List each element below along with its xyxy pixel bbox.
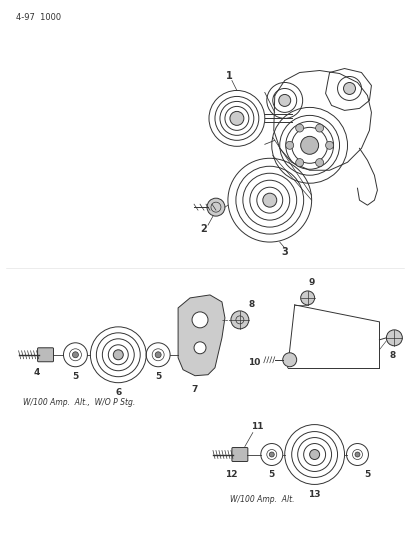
Text: 5: 5 (268, 470, 274, 479)
Circle shape (315, 124, 323, 132)
Circle shape (193, 342, 205, 354)
Circle shape (354, 452, 359, 457)
Circle shape (295, 159, 303, 167)
Text: 1: 1 (225, 71, 232, 82)
Text: 5: 5 (155, 372, 161, 381)
Circle shape (300, 291, 314, 305)
Text: 8: 8 (248, 301, 254, 309)
Circle shape (343, 83, 355, 94)
Circle shape (309, 449, 319, 459)
Circle shape (278, 94, 290, 107)
FancyBboxPatch shape (231, 448, 247, 462)
Text: 6: 6 (115, 388, 121, 397)
Circle shape (230, 311, 248, 329)
Circle shape (325, 141, 333, 149)
FancyBboxPatch shape (38, 348, 54, 362)
Text: W/100 Amp.  Alt.,  W/O P Stg.: W/100 Amp. Alt., W/O P Stg. (22, 398, 135, 407)
Circle shape (295, 124, 303, 132)
Text: 7: 7 (191, 385, 198, 394)
Text: 10: 10 (247, 358, 259, 367)
Circle shape (300, 136, 318, 154)
Text: 4-97  1000: 4-97 1000 (16, 13, 61, 22)
Circle shape (207, 198, 225, 216)
Text: 5: 5 (364, 470, 370, 479)
Circle shape (385, 330, 401, 346)
Circle shape (191, 312, 207, 328)
Circle shape (262, 193, 276, 207)
Text: 12: 12 (224, 470, 236, 479)
Circle shape (269, 452, 274, 457)
Circle shape (285, 141, 293, 149)
Text: 2: 2 (200, 224, 207, 234)
Circle shape (113, 350, 123, 360)
Text: 9: 9 (308, 278, 314, 287)
Text: 3: 3 (281, 247, 288, 257)
Polygon shape (178, 295, 225, 376)
Circle shape (155, 352, 161, 358)
Circle shape (229, 111, 243, 125)
Text: 11: 11 (250, 422, 263, 431)
Text: 13: 13 (308, 490, 320, 499)
Text: W/100 Amp.  Alt.: W/100 Amp. Alt. (229, 495, 294, 504)
Circle shape (72, 352, 78, 358)
Text: 4: 4 (33, 368, 40, 377)
Text: 5: 5 (72, 372, 79, 381)
Circle shape (282, 353, 296, 367)
Text: 8: 8 (388, 351, 395, 360)
Circle shape (315, 159, 323, 167)
